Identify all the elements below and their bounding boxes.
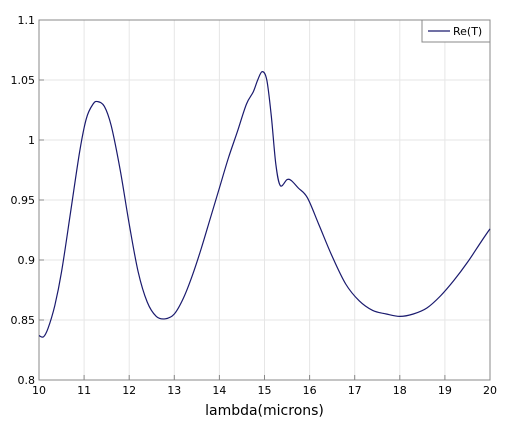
x-tick-label: 10 [32,384,46,397]
x-tick-label: 17 [348,384,362,397]
x-axis-title: lambda(microns) [205,403,324,419]
x-tick-label: 16 [303,384,317,397]
x-tick-label: 19 [438,384,452,397]
axis-ticks: 10 11 12 13 14 15 16 17 18 19 20 0.8 0.85 0.9 0.95 1 1.0… [11,14,498,397]
y-tick-label: 0.85 [11,314,36,327]
legend: Re(T) [421,19,491,43]
x-tick-label: 13 [167,384,181,397]
series-layer [38,70,491,338]
legend-box [421,19,491,43]
y-tick-label: 0.95 [11,194,36,207]
x-tick-label: 14 [212,384,226,397]
y-tick-label: 1.05 [11,74,36,87]
y-tick-label: 1.1 [18,14,36,27]
series-line-re-t [38,70,491,338]
y-tick-label: 0.8 [18,374,36,387]
x-tick-label: 18 [393,384,407,397]
legend-label-re-t: Re(T) [453,25,482,38]
x-tick-label: 12 [122,384,136,397]
x-tick-label: 11 [77,384,91,397]
y-tick-label: 1 [28,134,35,147]
x-tick-label: 15 [258,384,272,397]
x-tick-label: 20 [483,384,497,397]
y-tick-label: 0.9 [18,254,36,267]
